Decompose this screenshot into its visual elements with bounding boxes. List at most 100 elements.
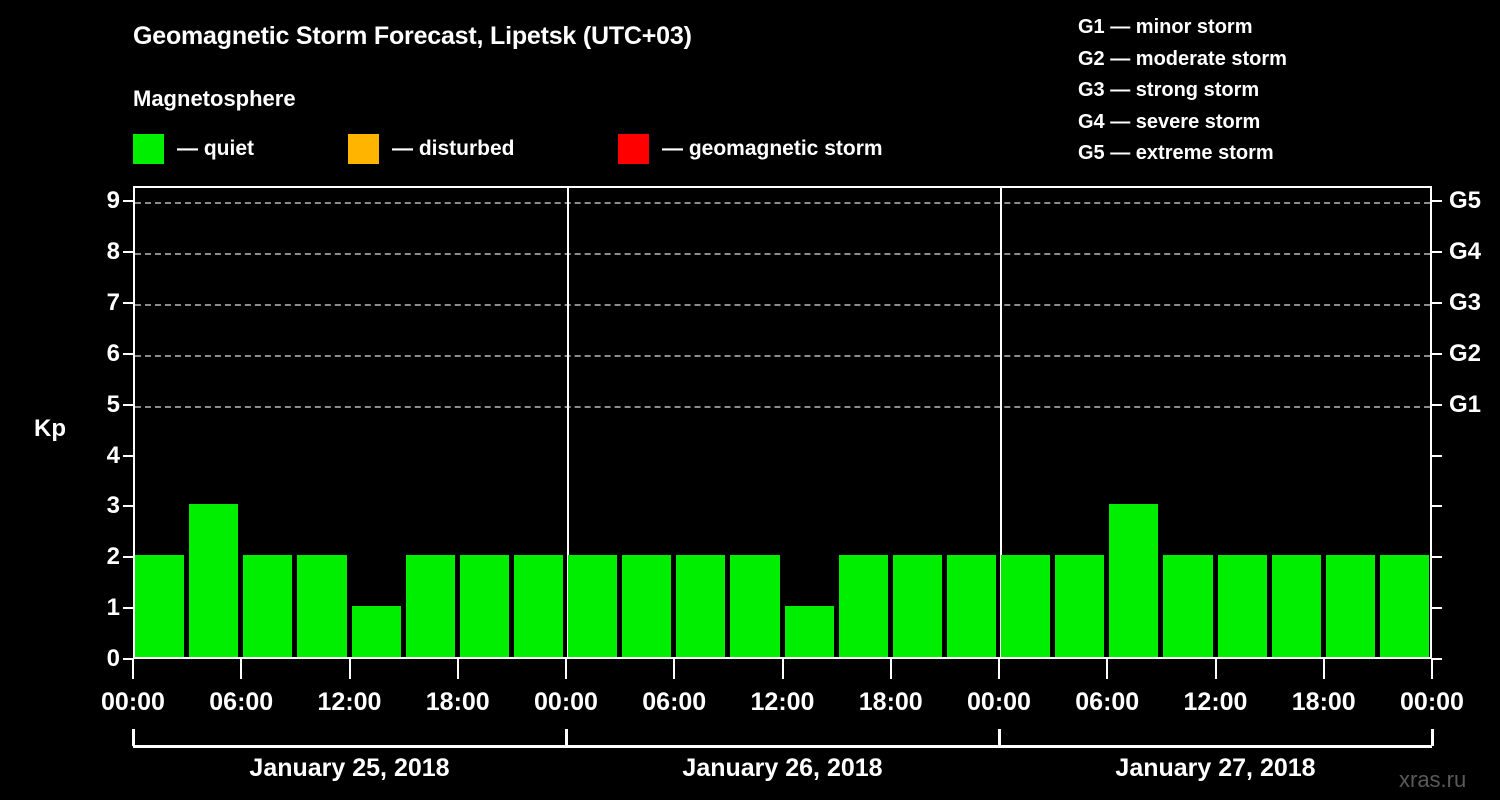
day-separator-1 <box>567 188 569 657</box>
y-tick-label-8: 8 <box>106 238 120 266</box>
plot-area <box>133 186 1432 659</box>
gridline-kp-5 <box>135 405 1430 408</box>
x-tick-label-3: 18:00 <box>425 688 490 716</box>
x-tick-label-1: 06:00 <box>209 688 274 716</box>
x-tick-label-8: 00:00 <box>967 688 1031 716</box>
bar <box>1001 555 1051 657</box>
date-bracket-tick-3 <box>1431 729 1434 746</box>
date-bracket-tick-0 <box>132 729 135 746</box>
legend-label-geomagnetic-storm: — geomagnetic storm <box>662 137 883 160</box>
gscale-legend-line-5: G5 — extreme storm <box>1078 142 1274 164</box>
x-tick-label-6: 12:00 <box>750 688 815 716</box>
x-tick-label-10: 12:00 <box>1183 688 1248 716</box>
right-axis-tick-2 <box>1431 556 1442 559</box>
x-tick-label-7: 18:00 <box>858 688 923 716</box>
right-axis-tick-6 <box>1431 352 1442 355</box>
right-axis-tick-9 <box>1431 200 1442 203</box>
g-tick-label-G1: G1 <box>1449 390 1482 418</box>
y-axis-tick-labels: 0 1 2 3 4 5 6 7 8 9 <box>78 0 120 800</box>
bar <box>1271 555 1321 657</box>
bar <box>622 555 672 657</box>
legend-swatch-quiet <box>133 134 164 164</box>
right-axis-tick-5 <box>1431 403 1442 406</box>
bar <box>135 555 185 657</box>
legend-swatch-geomagnetic-storm <box>618 134 649 164</box>
y-tick-label-0: 0 <box>106 645 120 672</box>
bar <box>946 555 996 657</box>
legend-item-geomagnetic-storm: — geomagnetic storm <box>618 134 883 164</box>
legend-label-disturbed: — disturbed <box>392 137 515 160</box>
x-tick-mark-0 <box>132 659 134 679</box>
bar <box>243 555 293 657</box>
y-tick-label-1: 1 <box>106 594 120 622</box>
x-tick-mark-7 <box>889 659 892 679</box>
bar <box>1055 555 1105 657</box>
y-tick-label-5: 5 <box>106 390 120 418</box>
legend-swatch-disturbed <box>348 134 379 164</box>
bar <box>1163 555 1213 657</box>
legend-label-quiet: — quiet <box>177 137 254 160</box>
x-tick-label-12: 00:00 <box>1400 688 1464 716</box>
x-tick-mark-9 <box>1106 659 1109 679</box>
bar <box>405 555 455 657</box>
gridline-kp-6 <box>135 354 1430 357</box>
page-title: Geomagnetic Storm Forecast, Lipetsk (UTC… <box>133 22 692 50</box>
x-tick-mark-1 <box>240 659 243 679</box>
x-tick-mark-11 <box>1322 659 1325 679</box>
bar <box>1217 555 1267 657</box>
y-tick-label-6: 6 <box>106 339 120 367</box>
bar <box>568 555 618 657</box>
legend-item-quiet: — quiet <box>133 134 254 164</box>
x-tick-label-11: 18:00 <box>1291 688 1356 716</box>
g-tick-label-G3: G3 <box>1449 288 1482 316</box>
gridline-kp-9 <box>135 202 1430 205</box>
x-tick-mark-5 <box>673 659 676 679</box>
date-bracket-tick-2 <box>998 729 1001 746</box>
x-tick-mark-12 <box>1431 659 1433 679</box>
bar <box>784 606 834 657</box>
watermark: xras.ru <box>1399 767 1467 792</box>
bar <box>513 555 563 657</box>
bar <box>838 555 888 657</box>
gscale-legend-line-4: G4 — severe storm <box>1078 110 1261 133</box>
gscale-legend-line-1: G1 — minor storm <box>1078 16 1253 38</box>
x-tick-label-5: 06:00 <box>642 688 707 716</box>
x-tick-mark-3 <box>456 659 459 679</box>
y-tick-label-4: 4 <box>106 441 120 469</box>
g-tick-label-G4: G4 <box>1449 238 1482 266</box>
gscale-legend-line-2: G2 — moderate storm <box>1078 47 1287 70</box>
y-tick-label-9: 9 <box>106 187 120 215</box>
gridline-kp-7 <box>135 303 1430 306</box>
bar <box>892 555 942 657</box>
legend-item-disturbed: — disturbed <box>348 134 515 164</box>
date-label-3: January 27, 2018 <box>1115 754 1316 782</box>
x-tick-mark-6 <box>781 659 784 679</box>
x-tick-mark-8 <box>998 659 1000 679</box>
legend-heading: Magnetosphere <box>133 86 296 111</box>
bar <box>189 504 239 657</box>
y-tick-label-2: 2 <box>106 543 120 571</box>
right-axis-tick-7 <box>1431 301 1442 304</box>
right-axis-tick-4 <box>1431 454 1442 457</box>
date-bracket-tick-1 <box>565 729 568 746</box>
date-label-2: January 26, 2018 <box>682 754 883 782</box>
g-tick-label-G5: G5 <box>1449 187 1482 215</box>
x-tick-label-9: 06:00 <box>1075 688 1140 716</box>
y-tick-label-7: 7 <box>106 288 120 316</box>
x-tick-label-4: 00:00 <box>534 688 598 716</box>
bar <box>676 555 726 657</box>
x-tick-label-2: 12:00 <box>317 688 382 716</box>
gscale-legend: G1 — minor storm G2 — moderate storm G3 — … <box>1078 12 1408 170</box>
right-axis-tick-8 <box>1431 251 1442 254</box>
bar <box>730 555 780 657</box>
x-tick-mark-4 <box>565 659 567 679</box>
bar <box>297 555 347 657</box>
date-bracket <box>133 745 1432 748</box>
g-tick-label-G2: G2 <box>1449 339 1482 367</box>
right-axis-tick-0 <box>1431 658 1442 660</box>
bar <box>1379 555 1429 657</box>
day-separator-2 <box>1000 188 1002 657</box>
bar <box>1325 555 1375 657</box>
bar <box>351 606 401 657</box>
gridline-kp-8 <box>135 253 1430 256</box>
